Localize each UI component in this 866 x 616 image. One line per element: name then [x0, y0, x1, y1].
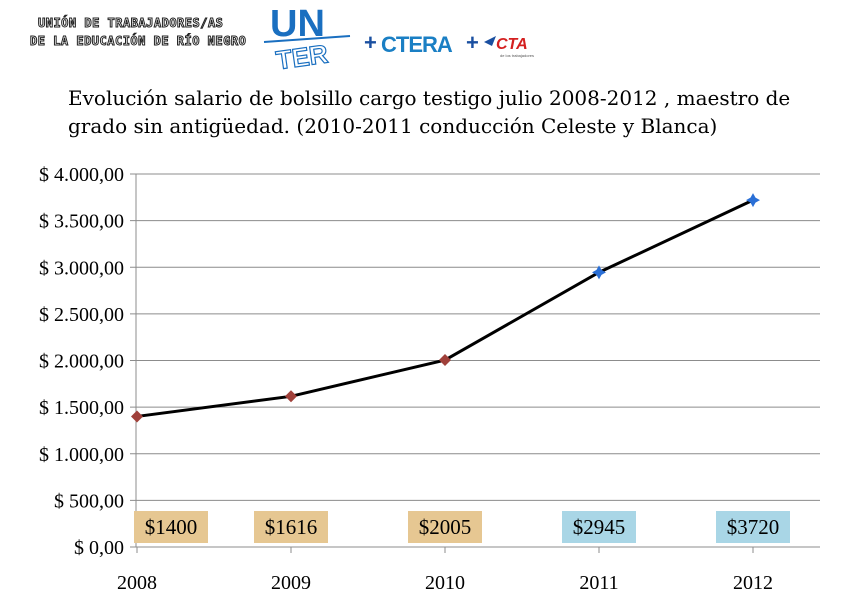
data-label-box — [254, 511, 328, 543]
org-name-line-1: UNIÓN DE TRABAJADORES/AS — [37, 16, 224, 31]
y-tick-label: $ 3.000,00 — [39, 257, 124, 279]
data-label-box — [408, 511, 482, 543]
plus-sign: + — [466, 30, 479, 55]
chart-title: Evolución salario de bolsillo cargo test… — [68, 86, 791, 138]
data-label: $1616 — [265, 515, 318, 539]
x-tick-label: 2008 — [117, 572, 157, 594]
y-tick-label: $ 2.000,00 — [39, 351, 124, 373]
cta-logo: CTA de los trabajadores — [484, 36, 534, 58]
cta-logo-text: CTA — [496, 36, 528, 53]
data-label-box — [562, 511, 636, 543]
x-axis-ticks: 2008 2009 2010 2011 2012 — [117, 547, 773, 594]
unter-logo: UN TER — [263, 3, 351, 74]
y-axis-ticks: $ 0,00 $ 500,00 $ 1.000,00 $ 1.500,00 $ 2.00… — [39, 164, 136, 559]
data-label: $1400 — [145, 515, 198, 539]
axes — [135, 174, 820, 548]
x-tick-label: 2009 — [271, 572, 311, 594]
data-point-marker — [439, 354, 451, 367]
data-label-box — [134, 511, 208, 543]
x-tick-label: 2012 — [733, 572, 773, 594]
series-line — [136, 198, 754, 418]
data-markers — [131, 193, 760, 423]
y-tick-label: $ 0,00 — [74, 537, 124, 559]
ctera-logo: CTERA — [381, 32, 453, 57]
plus-sign: + — [364, 30, 377, 55]
data-label: $3720 — [727, 515, 780, 539]
data-label-box — [716, 511, 790, 543]
data-label: $2005 — [419, 515, 472, 539]
y-tick-label: $ 1.000,00 — [39, 444, 124, 466]
x-tick-label: 2011 — [579, 572, 618, 594]
data-labels: $1400 $1616 $2005 $2945 $3720 — [134, 511, 790, 543]
y-tick-label: $ 2.500,00 — [39, 304, 124, 326]
org-name-line-2: DE LA EDUCACIÓN DE RÍO NEGRO — [29, 34, 247, 49]
y-tick-label: $ 4.000,00 — [39, 164, 124, 186]
data-point-marker — [285, 390, 297, 403]
unter-logo-bottom: TER — [274, 38, 330, 74]
data-label: $2945 — [573, 515, 626, 539]
x-tick-label: 2010 — [425, 572, 465, 594]
line-chart: $ 0,00 $ 500,00 $ 1.000,00 $ 1.500,00 $ 2.00… — [39, 164, 820, 594]
y-tick-label: $ 500,00 — [54, 490, 124, 512]
series-line-path — [136, 198, 754, 418]
data-point-marker — [131, 410, 143, 423]
data-point-marker — [746, 193, 760, 208]
cta-logo-subtitle: de los trabajadores — [500, 53, 534, 58]
y-tick-label: $ 1.500,00 — [39, 397, 124, 419]
gridlines — [136, 173, 820, 501]
header: UNIÓN DE TRABAJADORES/AS DE LA EDUCACIÓN… — [0, 0, 866, 80]
data-point-marker — [592, 265, 606, 280]
y-tick-label: $ 3.500,00 — [39, 211, 124, 233]
